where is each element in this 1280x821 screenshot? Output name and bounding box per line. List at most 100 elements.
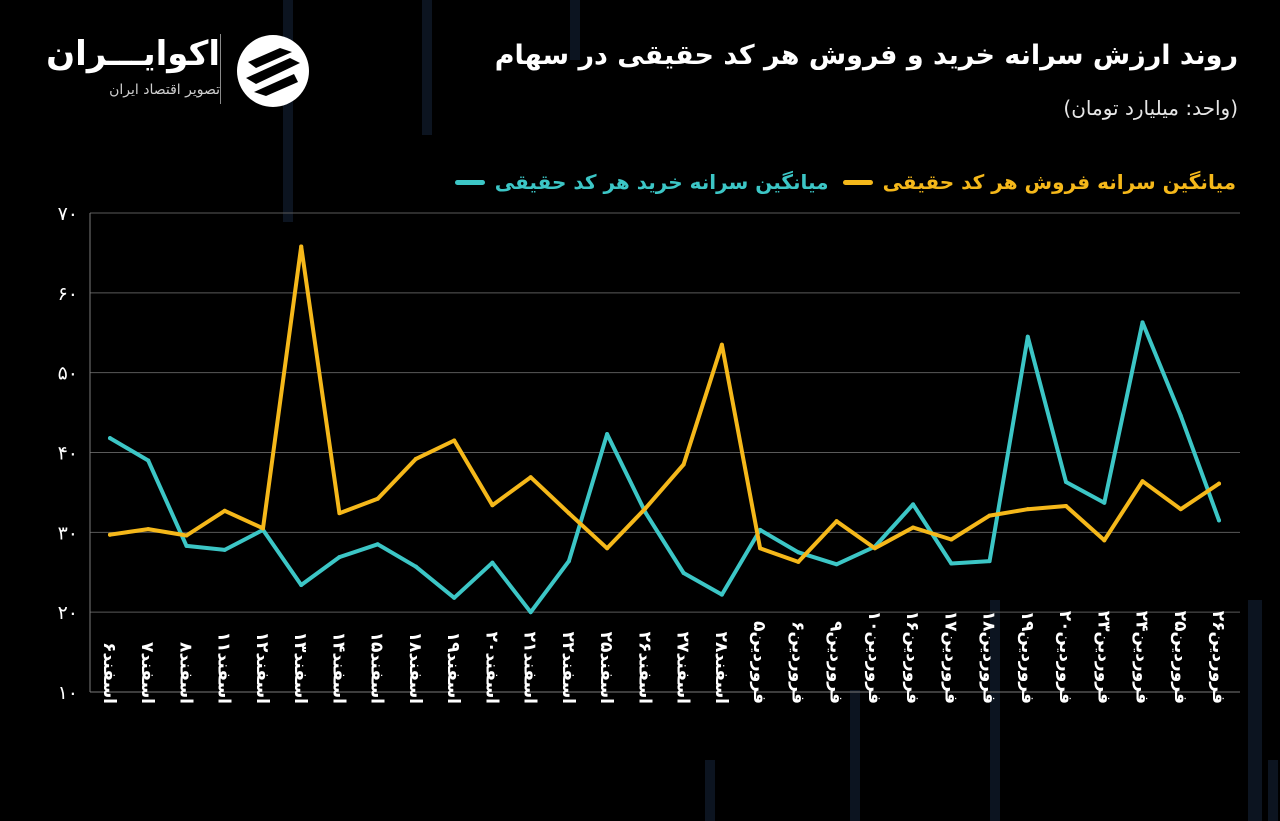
legend-label-buy: میانگین سرانه خرید هر کد حقیقی bbox=[494, 170, 829, 194]
chart-legend: میانگین سرانه خرید هر کد حقیقی میانگین س… bbox=[454, 170, 1236, 194]
x-tick-label: اسفند۲۷ bbox=[673, 632, 693, 704]
data-point-sell bbox=[1140, 479, 1145, 484]
data-point-sell bbox=[337, 511, 342, 516]
x-tick-label: فروردین۹ bbox=[826, 621, 846, 704]
data-point-sell bbox=[834, 519, 839, 524]
x-tick-label: فروردین۲۵ bbox=[1170, 611, 1190, 704]
brand-tagline: تصویر اقتصاد ایران bbox=[109, 82, 220, 98]
data-point-sell bbox=[1102, 538, 1107, 543]
x-tick-label: اسفند۷ bbox=[137, 642, 157, 704]
brand-logo: اکوایـــران تصویر اقتصاد ایران bbox=[46, 30, 312, 110]
data-point-buy bbox=[413, 564, 418, 569]
x-tick-label: اسفند۱۵ bbox=[367, 632, 387, 704]
data-point-sell bbox=[643, 506, 648, 511]
data-point-sell bbox=[872, 546, 877, 551]
x-tick-label: اسفند۱۱ bbox=[214, 632, 234, 704]
data-point-sell bbox=[911, 525, 916, 530]
data-point-sell bbox=[413, 456, 418, 461]
data-point-sell bbox=[949, 537, 954, 542]
legend-label-sell: میانگین سرانه فروش هر کد حقیقی bbox=[882, 170, 1236, 194]
brand-mark-icon bbox=[237, 35, 309, 107]
data-point-buy bbox=[605, 432, 610, 437]
y-tick-label: ۶۰ bbox=[58, 283, 78, 305]
x-tick-label: اسفند۱۴ bbox=[328, 632, 348, 704]
x-tick-label: فروردین۲۳ bbox=[1093, 611, 1113, 704]
chart-unit-subtitle: (واحد: میلیارد تومان) bbox=[1063, 96, 1238, 120]
x-tick-label: اسفند۱۸ bbox=[405, 632, 425, 704]
data-point-buy bbox=[949, 561, 954, 566]
data-point-buy bbox=[1025, 334, 1030, 339]
data-point-buy bbox=[337, 555, 342, 560]
data-point-sell bbox=[299, 244, 304, 249]
legend-swatch-buy bbox=[454, 179, 485, 185]
x-tick-label: اسفند۲۲ bbox=[558, 632, 578, 704]
x-tick-label: اسفند۱۲ bbox=[252, 632, 272, 704]
data-point-sell bbox=[452, 438, 457, 443]
x-tick-label: فروردین۱۷ bbox=[940, 611, 960, 704]
data-point-buy bbox=[987, 559, 992, 564]
data-point-sell bbox=[719, 342, 724, 347]
x-tick-label: فروردین۱۶ bbox=[902, 611, 922, 704]
data-point-sell bbox=[108, 532, 112, 537]
data-point-buy bbox=[528, 610, 533, 615]
x-tick-label: فروردین۶ bbox=[787, 621, 807, 704]
data-point-sell bbox=[1025, 507, 1030, 512]
data-point-buy bbox=[911, 502, 916, 507]
brand-name: اکوایـــران bbox=[46, 34, 220, 74]
legend-item-sell: میانگین سرانه فروش هر کد حقیقی bbox=[842, 170, 1236, 194]
data-point-buy bbox=[184, 543, 189, 548]
x-tick-label: فروردین۱۸ bbox=[979, 611, 999, 704]
x-tick-label: فروردین۱۹ bbox=[1017, 611, 1037, 704]
data-point-buy bbox=[452, 595, 457, 600]
data-point-buy bbox=[566, 559, 571, 564]
data-point-buy bbox=[719, 592, 724, 597]
series-line-sell bbox=[108, 244, 1221, 564]
data-point-sell bbox=[528, 475, 533, 480]
y-tick-label: ۳۰ bbox=[58, 522, 78, 544]
x-tick-label: اسفند۱۳ bbox=[290, 632, 310, 704]
data-point-sell bbox=[681, 462, 686, 467]
x-tick-label: فروردین۱۰ bbox=[864, 611, 884, 704]
data-point-buy bbox=[222, 547, 227, 552]
y-tick-label: ۱۰ bbox=[58, 682, 78, 704]
data-point-buy bbox=[146, 458, 151, 463]
x-tick-label: اسفند۲۰ bbox=[481, 632, 501, 704]
data-point-buy bbox=[758, 527, 763, 532]
data-point-sell bbox=[222, 508, 227, 513]
data-point-buy bbox=[375, 542, 380, 547]
chart-title: روند ارزش سرانه خرید و فروش هر کد حقیقی … bbox=[494, 40, 1238, 71]
y-tick-label: ۷۰ bbox=[58, 203, 78, 225]
data-point-sell bbox=[184, 533, 189, 538]
data-point-buy bbox=[681, 571, 686, 576]
logo-divider bbox=[220, 34, 221, 104]
data-point-buy bbox=[1217, 518, 1221, 523]
data-point-sell bbox=[605, 546, 610, 551]
legend-item-buy: میانگین سرانه خرید هر کد حقیقی bbox=[454, 170, 829, 194]
data-point-sell bbox=[375, 496, 380, 501]
legend-swatch-sell bbox=[842, 179, 873, 185]
x-tick-label: فروردین۵ bbox=[749, 621, 769, 704]
data-point-buy bbox=[834, 562, 839, 567]
x-tick-label: فروردین۲۴ bbox=[1132, 611, 1152, 704]
data-point-buy bbox=[299, 583, 304, 588]
data-point-sell bbox=[566, 511, 571, 516]
data-point-sell bbox=[490, 503, 495, 508]
y-tick-label: ۴۰ bbox=[58, 443, 78, 465]
x-tick-label: فروردین۲۶ bbox=[1208, 611, 1228, 704]
data-point-buy bbox=[796, 550, 801, 555]
data-point-sell bbox=[758, 546, 763, 551]
x-tick-label: اسفند۸ bbox=[175, 642, 195, 704]
x-tick-label: اسفند۱۹ bbox=[443, 632, 463, 704]
x-tick-label: اسفند۲۱ bbox=[520, 632, 540, 704]
x-tick-label: اسفند۶ bbox=[99, 642, 119, 704]
data-point-sell bbox=[987, 513, 992, 518]
data-point-buy bbox=[1140, 320, 1145, 325]
x-tick-label: فروردین۲۰ bbox=[1055, 611, 1075, 704]
data-point-sell bbox=[1178, 507, 1183, 512]
series-line-buy bbox=[108, 320, 1221, 615]
data-point-buy bbox=[1102, 500, 1107, 505]
data-point-sell bbox=[1217, 481, 1221, 486]
data-point-sell bbox=[796, 559, 801, 564]
